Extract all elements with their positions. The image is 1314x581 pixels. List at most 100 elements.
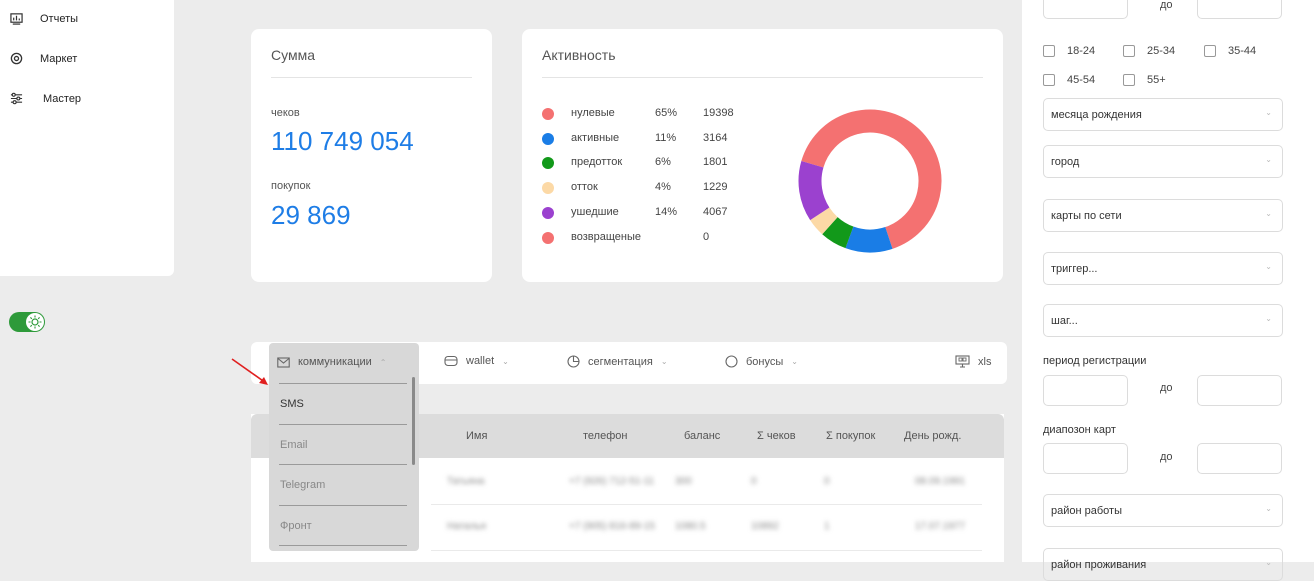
checkbox-label: 45-54	[1067, 74, 1096, 86]
legend-count: 3164	[703, 132, 728, 144]
bonuses-menu[interactable]: бонусы ⌄	[725, 355, 798, 368]
cell-phone: +7 (905) 816-89-15	[569, 521, 655, 532]
purchases-label: покупок	[271, 180, 311, 192]
column-header-checks-sum[interactable]: Σ чеков	[757, 430, 796, 442]
chevron-down-icon: ⌄	[1265, 558, 1272, 567]
range-to-label: до	[1160, 0, 1173, 11]
legend-swatch	[542, 207, 554, 219]
registration-to-input[interactable]	[1197, 375, 1282, 406]
wallet-label: wallet	[466, 355, 495, 367]
card-range-from-input[interactable]	[1043, 443, 1128, 474]
age-checkbox-55-plus[interactable]: 55+	[1123, 74, 1166, 86]
option-telegram[interactable]: Telegram	[280, 479, 326, 491]
cell-name: Наталья	[447, 521, 487, 532]
step-select[interactable]: шаг... ⌄	[1043, 304, 1283, 337]
chevron-down-icon: ⌄	[1265, 314, 1272, 323]
legend-count: 1801	[703, 156, 728, 168]
donut-slice-5	[798, 161, 830, 221]
segmentation-label: сегментация	[588, 355, 653, 368]
chevron-down-icon: ⌄	[502, 356, 509, 366]
legend-name: возвращеные	[571, 231, 641, 243]
age-from-input[interactable]	[1043, 0, 1128, 19]
age-checkbox-35-44[interactable]: 35-44	[1204, 45, 1256, 57]
cell-balance: 1080.5	[675, 521, 706, 532]
legend-name: предотток	[571, 156, 623, 168]
legend-pct: 65%	[655, 107, 678, 119]
legend-count: 0	[703, 231, 710, 243]
purchases-value: 29 869	[271, 200, 351, 230]
divider	[271, 77, 472, 78]
card-range-label: диапозон карт	[1043, 424, 1116, 436]
export-xls-button[interactable]: xls	[955, 355, 991, 368]
range-to-label: до	[1160, 451, 1173, 463]
chevron-down-icon: ⌄	[791, 357, 798, 366]
divider	[279, 505, 407, 506]
export-label: xls	[978, 355, 992, 368]
legend-pct: 6%	[655, 156, 671, 168]
sidebar-item-market[interactable]: Маркет	[10, 52, 77, 65]
birth-month-select[interactable]: месяца рождения ⌄	[1043, 98, 1283, 131]
wallet-menu[interactable]: wallet ⌄	[444, 355, 509, 367]
registration-from-input[interactable]	[1043, 375, 1128, 406]
checks-value: 110 749 054	[271, 126, 414, 156]
option-email[interactable]: Email	[280, 439, 308, 451]
legend-pct: 4%	[655, 181, 671, 193]
envelope-icon	[277, 356, 290, 368]
cell-phone: +7 (926) 712-51-11	[569, 476, 655, 487]
sum-card-title: Сумма	[271, 47, 315, 63]
cards-by-network-select[interactable]: карты по сети ⌄	[1043, 199, 1283, 232]
column-header-purchases-sum[interactable]: Σ покупок	[826, 430, 876, 442]
pie-chart-icon	[567, 355, 580, 368]
column-header-phone[interactable]: телефон	[583, 430, 628, 442]
trigger-select[interactable]: триггер... ⌄	[1043, 252, 1283, 285]
age-checkbox-25-34[interactable]: 25-34	[1123, 45, 1175, 57]
chevron-down-icon: ⌄	[1265, 209, 1272, 218]
residence-area-select[interactable]: район проживания ⌄	[1043, 548, 1283, 581]
checkbox-label: 35-44	[1228, 45, 1257, 57]
communications-dropdown[interactable]: коммуникации ⌃ SMS Email Telegram Фронт	[269, 343, 419, 551]
work-area-select[interactable]: район работы ⌄	[1043, 494, 1283, 527]
legend-swatch	[542, 157, 554, 169]
sidebar-item-reports[interactable]: Отчеты	[10, 12, 78, 25]
bonuses-label: бонусы	[746, 355, 784, 368]
option-sms[interactable]: SMS	[280, 398, 304, 410]
legend-swatch	[542, 108, 554, 120]
cell-name: Татьяна	[447, 476, 485, 487]
communications-menu[interactable]: коммуникации ⌃	[277, 356, 387, 368]
segmentation-menu[interactable]: сегментация ⌄	[567, 355, 668, 368]
theme-toggle[interactable]	[9, 312, 45, 332]
age-checkbox-18-24[interactable]: 18-24	[1043, 45, 1095, 57]
divider	[279, 464, 407, 465]
column-header-balance[interactable]: баланс	[684, 430, 721, 442]
monitor-export-icon	[955, 355, 970, 368]
legend-swatch	[542, 232, 554, 244]
age-to-input[interactable]	[1197, 0, 1282, 19]
card-range-to-input[interactable]	[1197, 443, 1282, 474]
activity-card: Активность нулевые 65% 19398 активные 11…	[522, 29, 1003, 282]
column-header-name[interactable]: Имя	[466, 430, 488, 442]
row-divider	[431, 504, 982, 505]
legend-pct: 11%	[655, 132, 677, 144]
row-divider	[431, 550, 982, 551]
dropdown-scrollbar[interactable]	[412, 377, 415, 465]
chevron-down-icon: ⌄	[1265, 155, 1272, 164]
activity-card-title: Активность	[542, 47, 616, 63]
sun-icon	[28, 315, 42, 329]
checkbox-label: 25-34	[1147, 45, 1176, 57]
chevron-up-icon: ⌃	[379, 357, 387, 367]
city-select[interactable]: город ⌄	[1043, 145, 1283, 178]
legend-swatch	[542, 133, 554, 145]
annotation-arrow	[231, 358, 268, 385]
cell-balance: 300	[675, 476, 692, 487]
circle-icon	[725, 355, 738, 368]
cell-purchases: 1	[824, 521, 830, 532]
sidebar-item-master[interactable]: Мастер	[10, 92, 81, 105]
age-checkbox-45-54[interactable]: 45-54	[1043, 74, 1095, 86]
registration-period-label: период регистрации	[1043, 355, 1147, 367]
cell-checks: 0	[751, 476, 757, 487]
column-header-birthday[interactable]: День рожд.	[904, 430, 962, 442]
checkbox-label: 55+	[1147, 74, 1166, 86]
option-front[interactable]: Фронт	[280, 520, 312, 532]
chevron-down-icon: ⌄	[1265, 504, 1272, 513]
sum-card: Сумма чеков 110 749 054 покупок 29 869	[251, 29, 492, 282]
